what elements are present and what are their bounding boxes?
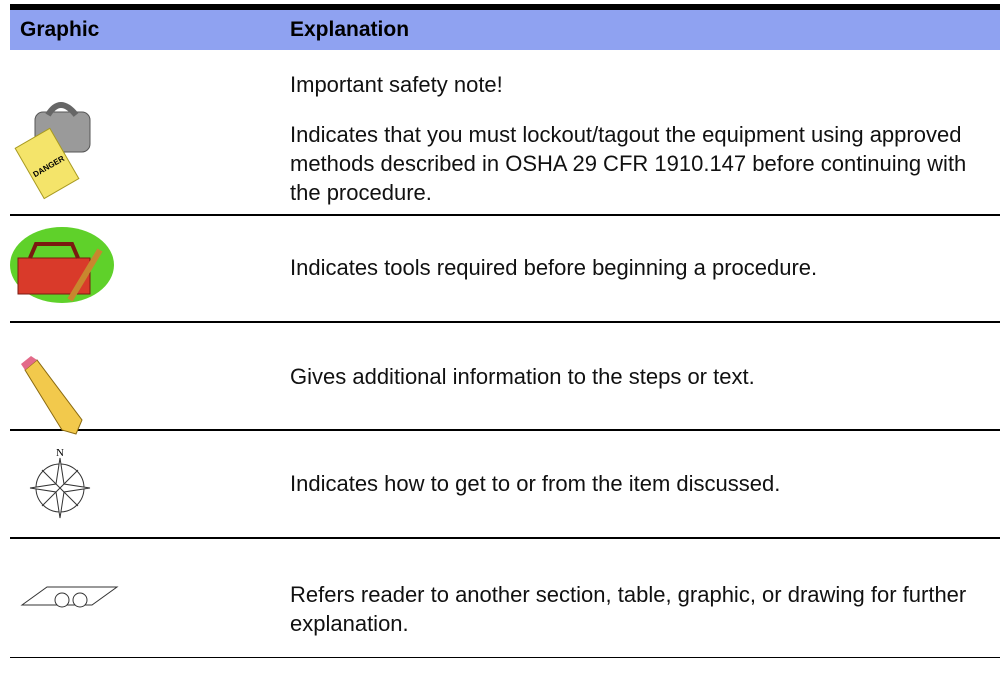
compass-icon: N	[29, 447, 91, 519]
header-cell: Graphic	[20, 18, 100, 41]
cell-text: Indicates how to get to or from the item…	[290, 471, 781, 496]
row-rule	[10, 321, 1000, 323]
cell-text: Indicates that you must lockout/tagout t…	[290, 122, 967, 205]
row-rule	[10, 429, 1000, 431]
row-rule	[10, 657, 1000, 658]
cell-text: Refers reader to another section, table,…	[290, 582, 967, 636]
cell-text: Important safety note!	[290, 72, 503, 97]
row-rule	[10, 537, 1000, 539]
pencil-icon	[21, 356, 83, 435]
cell-text: Indicates tools required before beginnin…	[290, 255, 818, 280]
header-band	[10, 10, 1000, 50]
row-rule	[10, 214, 1000, 216]
icons: DANGER N	[10, 102, 119, 608]
glasses-icon	[20, 586, 119, 608]
toolbox-icon	[10, 227, 114, 303]
lock-icon: DANGER	[14, 102, 91, 200]
top-rule	[10, 4, 1000, 10]
header-cell: Explanation	[290, 18, 410, 41]
icon-label: N	[56, 447, 64, 459]
cell-text: Gives additional information to the step…	[290, 364, 755, 389]
